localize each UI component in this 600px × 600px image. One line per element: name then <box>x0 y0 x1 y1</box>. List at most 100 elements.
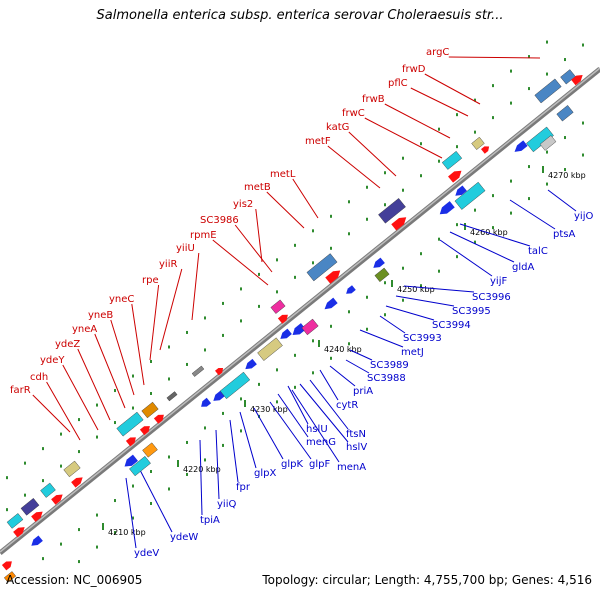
tick-dot <box>492 226 494 230</box>
reverse-gene <box>124 454 138 467</box>
kbp-label: 4250 kbp <box>397 285 435 294</box>
reverse-gene <box>324 297 338 310</box>
tick-dot <box>96 545 98 549</box>
gene-arrow <box>324 297 338 310</box>
tick-dot <box>78 528 80 532</box>
kbp-label: 4240 kbp <box>324 345 362 354</box>
forward-gene <box>277 314 288 324</box>
reverse-gene <box>201 397 212 407</box>
reverse-gene <box>1 561 12 571</box>
genome-summary-text: Topology: circular; Length: 4,755,700 bp… <box>262 573 592 587</box>
tick-dot <box>186 330 188 334</box>
tick-dot <box>456 145 458 149</box>
tick-dot <box>150 470 152 473</box>
tick-dot <box>492 116 494 120</box>
tick-dot <box>276 258 278 262</box>
gene-label-SC3994: SC3994 <box>432 320 471 331</box>
gene-arrow <box>139 426 150 436</box>
gene-arrow <box>1 561 12 571</box>
tick-dot <box>294 353 296 357</box>
tick-dot <box>456 255 458 259</box>
forward-gene <box>571 74 583 86</box>
gene-leader-line <box>424 73 481 105</box>
gene-label-ydeV: ydeV <box>134 548 159 559</box>
tick-dot <box>60 464 62 468</box>
gene-blocks <box>1 69 583 583</box>
forward-gene <box>441 150 463 170</box>
gene-box <box>560 69 576 85</box>
gene-leader-line <box>131 303 145 386</box>
gene-label-yijF: yijF <box>490 276 507 287</box>
tick-dot <box>546 150 548 154</box>
reverse-gene <box>556 105 574 122</box>
gene-box <box>454 181 486 210</box>
tick-dot <box>78 560 80 564</box>
gene-leader-line <box>149 284 160 361</box>
tick-dot <box>276 290 278 294</box>
tick-dot <box>132 374 134 378</box>
gene-label-metJ: metJ <box>401 347 424 358</box>
kbp-label: 4230 kbp <box>250 405 288 414</box>
forward-gene <box>325 270 341 284</box>
tick-dot <box>510 101 512 105</box>
forward-gene <box>153 414 164 424</box>
reverse-gene <box>454 181 486 210</box>
tick-dot <box>114 389 116 393</box>
tick-dot <box>402 156 404 160</box>
tick-dot <box>438 269 440 273</box>
forward-gene <box>481 146 490 154</box>
tick-dot <box>456 113 458 117</box>
tick-dot <box>420 284 422 288</box>
tick-dot <box>492 194 494 198</box>
tick-dot <box>60 432 62 436</box>
gene-label-SC3986: SC3986 <box>200 215 239 226</box>
gene-label-yneB: yneB <box>88 310 113 321</box>
reverse-gene <box>439 201 455 215</box>
tick-dot <box>546 72 548 76</box>
gene-leader-line <box>229 419 239 483</box>
tick-dot <box>348 310 350 314</box>
gene-label-metL: metL <box>270 169 296 180</box>
forward-gene <box>534 78 562 104</box>
gene-leader-line <box>234 224 273 273</box>
tick-dot <box>168 487 170 491</box>
gene-label-yiiR: yiiR <box>159 259 177 270</box>
gene-leader-line <box>309 379 349 430</box>
tick-dot <box>186 362 188 366</box>
gene-arrow <box>71 477 83 488</box>
gene-label-farR: farR <box>10 385 31 396</box>
tick-dot <box>168 345 170 349</box>
gene-label-menA: menA <box>337 462 366 473</box>
gene-arrow <box>31 535 43 546</box>
gene-arrow <box>325 270 341 284</box>
gene-box <box>166 391 178 402</box>
forward-gene <box>560 69 576 85</box>
tick-dot <box>96 435 98 439</box>
tick-dot <box>420 252 422 256</box>
gene-leader-line <box>277 393 309 438</box>
gene-label-menG: menG <box>306 437 336 448</box>
tick-dot <box>204 316 206 320</box>
tick-dot <box>420 142 422 146</box>
tick-dot <box>294 385 296 389</box>
forward-gene <box>31 511 43 522</box>
gene-leader-line <box>439 239 493 277</box>
reverse-gene <box>245 358 257 370</box>
tick-dot <box>222 301 224 305</box>
tick-dot <box>384 313 386 317</box>
reverse-gene <box>539 135 557 151</box>
forward-gene <box>71 477 83 488</box>
tick-dot <box>150 502 152 505</box>
tick-dot <box>114 421 116 425</box>
reverse-gene <box>373 257 385 268</box>
gene-label-hslU: hslU <box>306 424 328 435</box>
tick-dot <box>528 87 530 91</box>
gene-label-yis2: yis2 <box>233 199 253 210</box>
tick-dot <box>240 429 242 433</box>
gene-leader-line <box>359 329 404 348</box>
gene-label-ftsN: ftsN <box>346 429 366 440</box>
tick-dot <box>348 342 350 346</box>
gene-leader-line <box>159 268 183 351</box>
gene-box <box>556 105 574 122</box>
kbp-labels: 4210 kbp 4220 kbp 4230 kbp 4240 kbp 4250 kbp… <box>102 166 586 537</box>
